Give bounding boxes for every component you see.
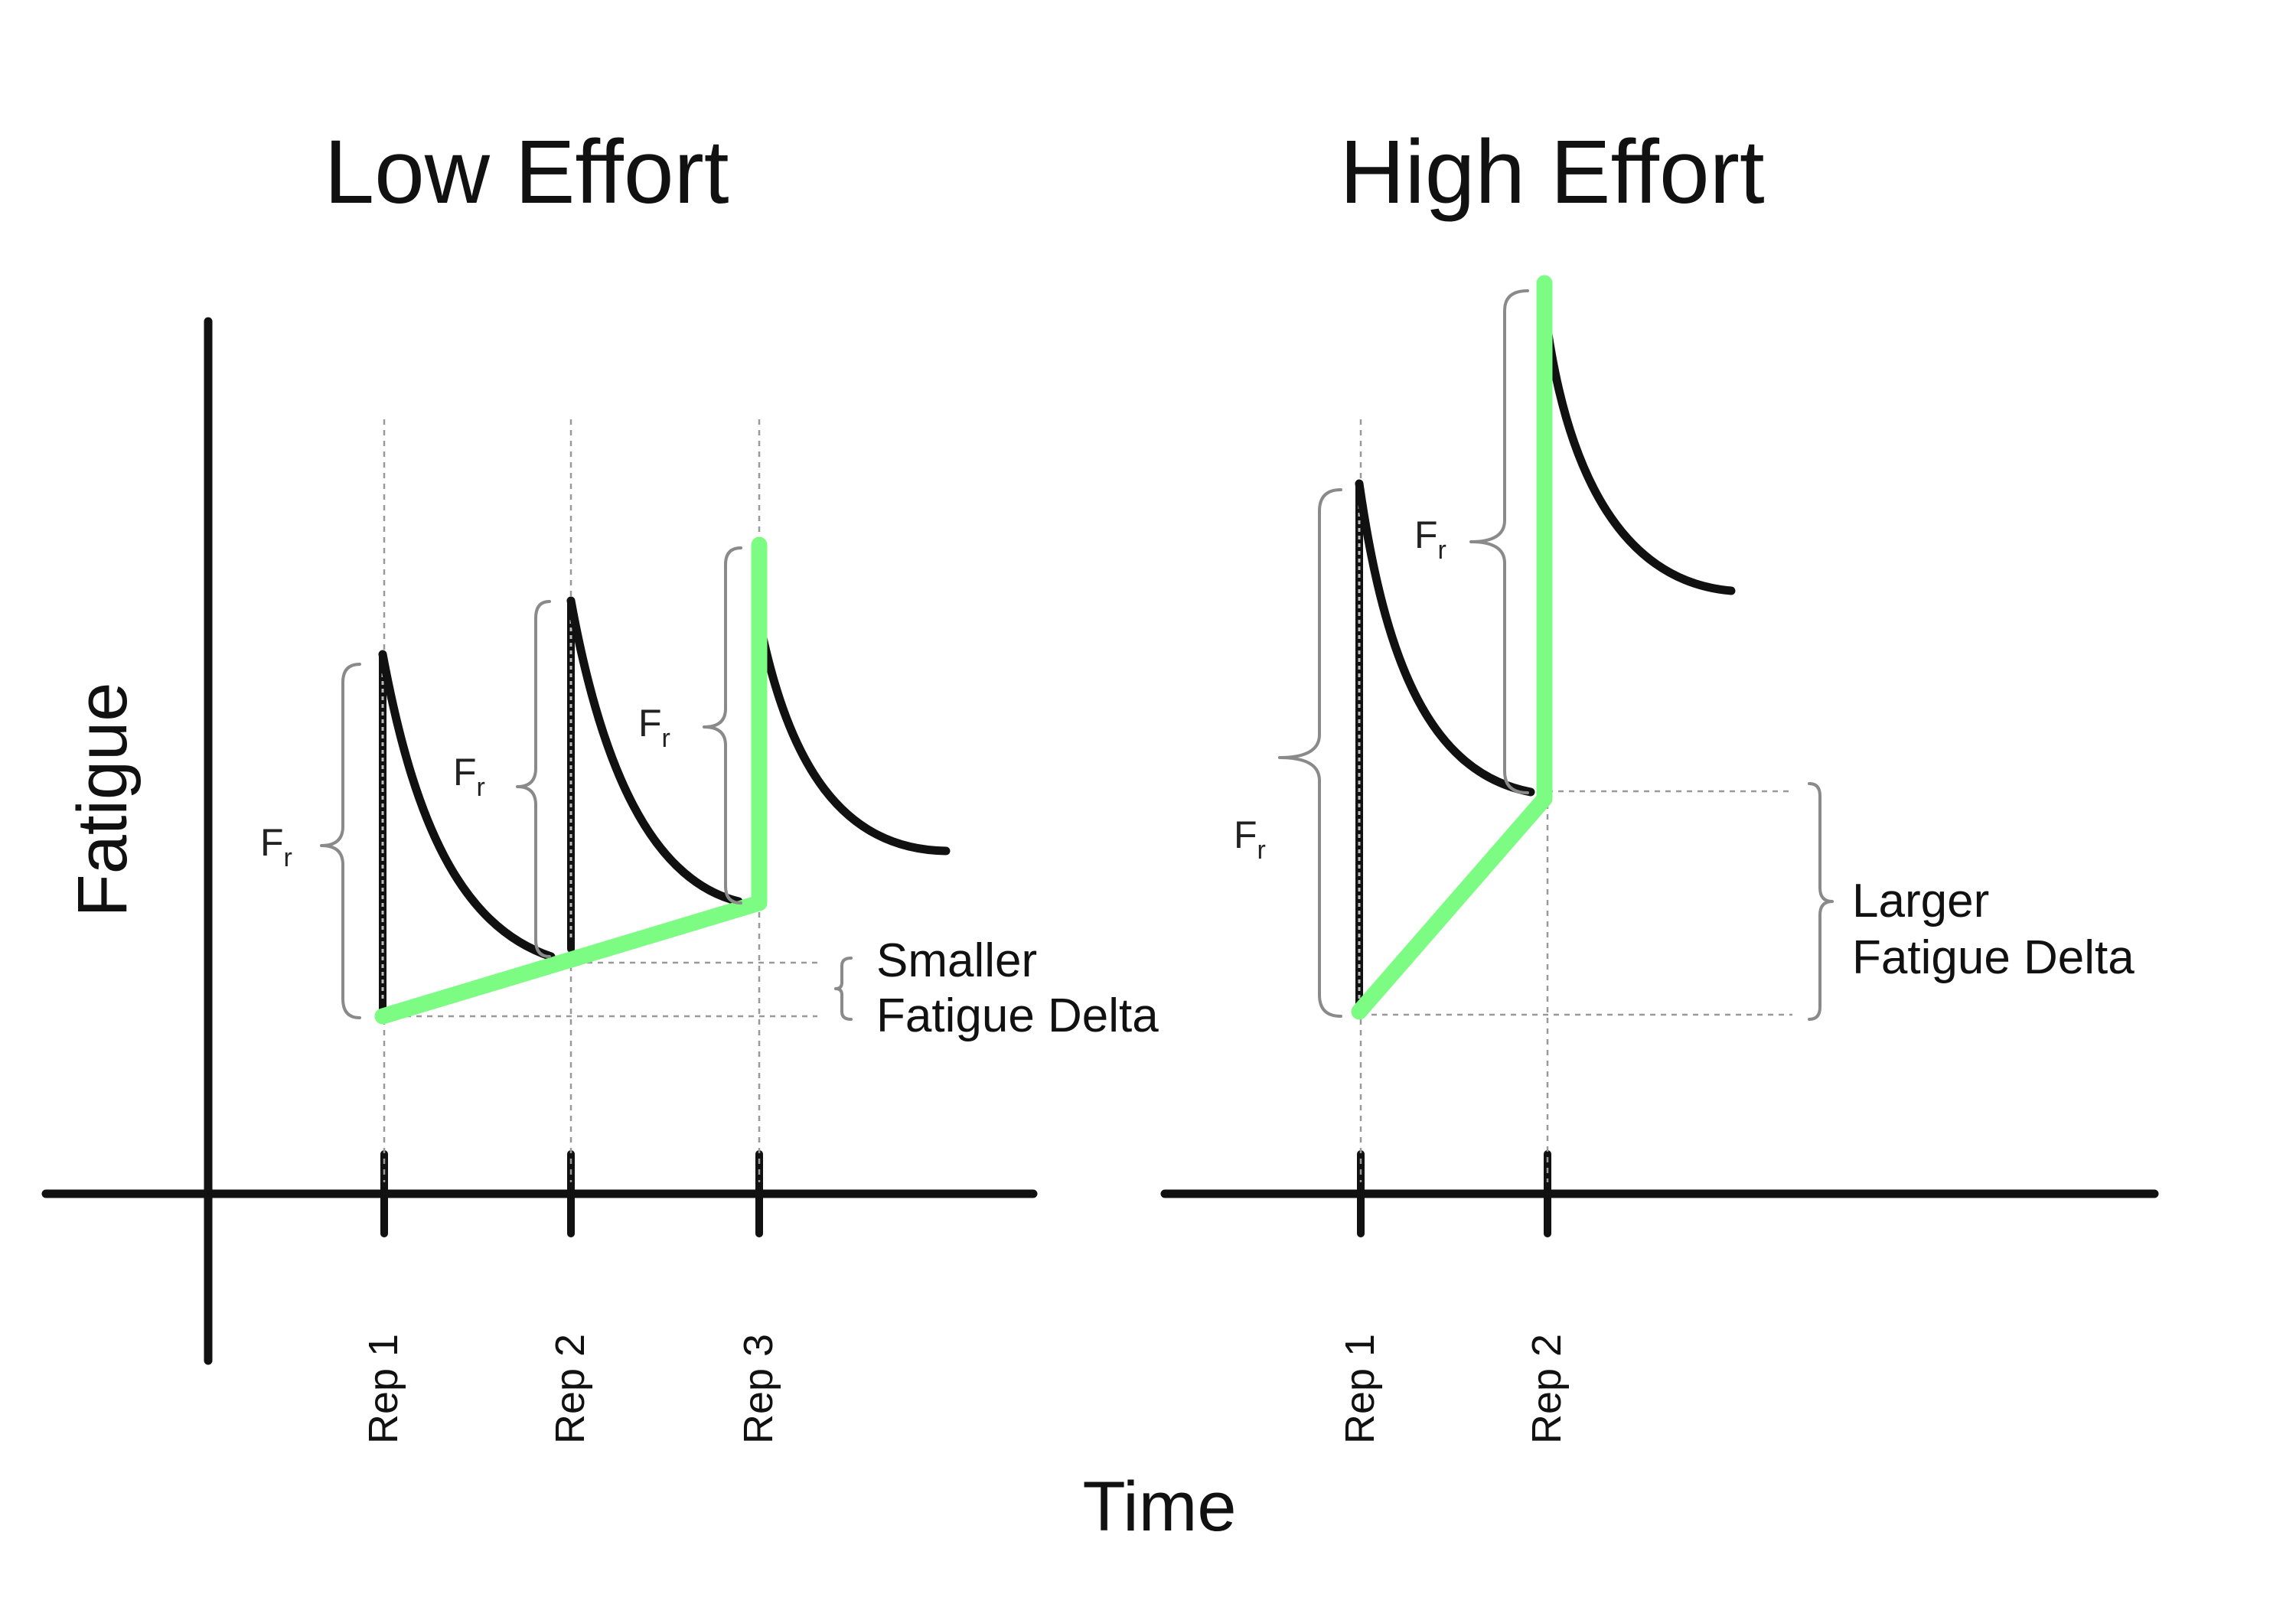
high-effort-guides: [1359, 419, 1792, 1182]
low-brace-rep3: [703, 546, 742, 905]
low-effort-title: Low Effort: [324, 122, 729, 223]
high-effort-fatigue-curves: [1355, 324, 1736, 1014]
high-delta-brace: [1808, 782, 1834, 1021]
high-decay-rep2: [1543, 324, 1736, 595]
low-decay-rep1: [378, 650, 556, 961]
low-rep2-label: Rep 2: [547, 1334, 593, 1444]
y-axis-title: Fatigue: [64, 683, 142, 918]
high-fr-label-rep1: Fr: [1234, 813, 1266, 865]
high-effort-axes: [1160, 1150, 2159, 1237]
high-effort-line: [1351, 275, 1553, 1020]
low-rep3-label: Rep 3: [735, 1334, 781, 1444]
low-delta-brace: [834, 957, 853, 1021]
low-fr-label-rep3: Fr: [638, 702, 670, 753]
high-delta-note-line1: Larger: [1852, 875, 1989, 927]
low-effort-guides: [383, 419, 817, 1182]
low-effort-braces: [320, 546, 853, 1021]
x-axis-title: Time: [1082, 1468, 1236, 1546]
low-fr-label-rep2: Fr: [453, 751, 485, 802]
high-decay-rep1: [1355, 479, 1535, 797]
low-decay-rep3: [755, 615, 951, 856]
low-effort-fatigue-curves: [378, 596, 951, 1015]
high-effort-title: High Effort: [1339, 122, 1764, 223]
high-brace-rep1: [1278, 488, 1342, 1018]
low-rep1-label: Rep 1: [360, 1334, 406, 1444]
low-delta-note-line2: Fatigue Delta: [876, 989, 1159, 1042]
high-rep1-label: Rep 1: [1337, 1334, 1383, 1444]
low-effort-axes: [41, 317, 1038, 1365]
high-effort-braces: [1278, 289, 1834, 1021]
low-brace-rep2: [516, 600, 551, 958]
low-brace-rep1: [320, 663, 361, 1019]
low-fr-label-rep1: Fr: [260, 821, 292, 872]
high-delta-note-line2: Fatigue Delta: [1852, 931, 2135, 984]
low-effort-line: [374, 536, 768, 1025]
high-fr-label-rep2: Fr: [1414, 513, 1446, 565]
low-decay-rep2: [566, 596, 743, 906]
low-delta-note-line1: Smaller: [876, 934, 1037, 987]
high-brace-rep2: [1469, 289, 1529, 794]
high-rep2-label: Rep 2: [1524, 1334, 1570, 1444]
